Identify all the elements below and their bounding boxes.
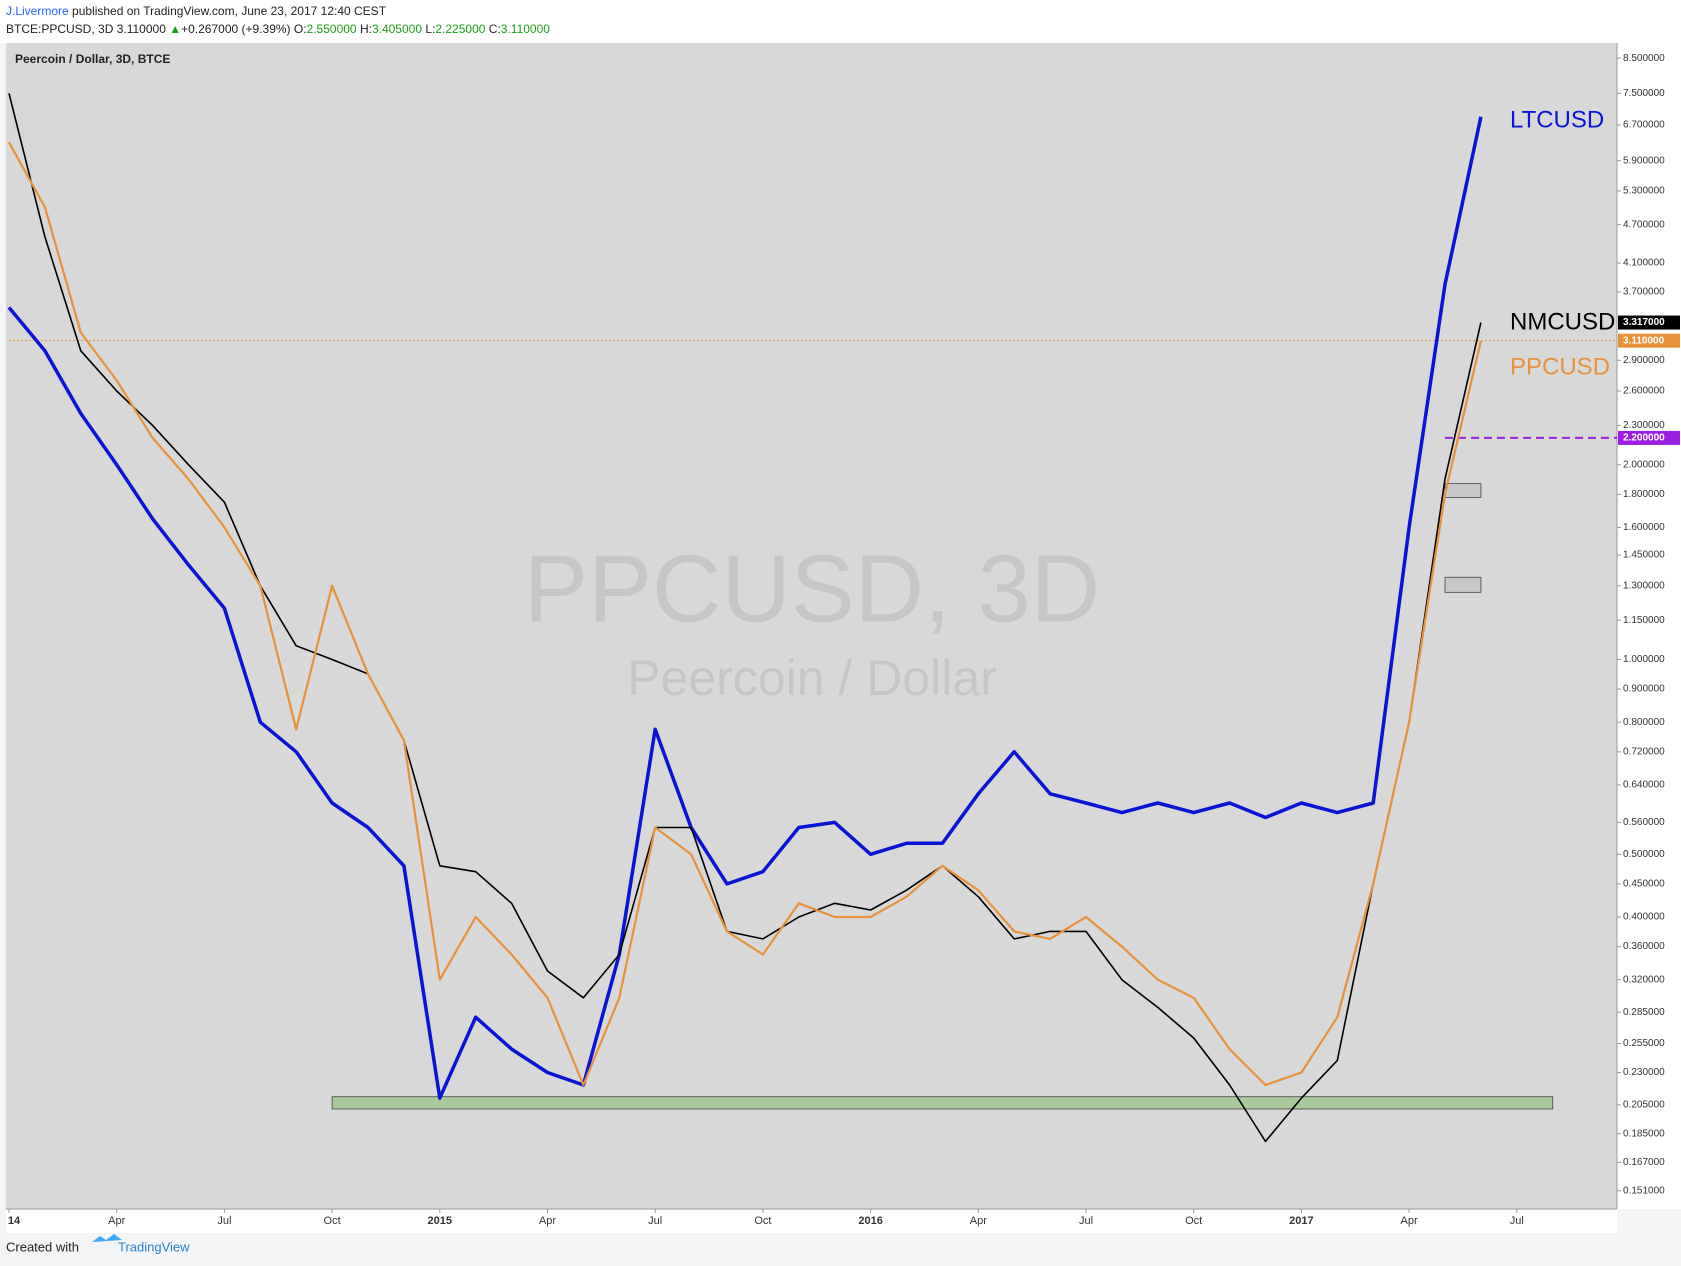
x-tick-label: Apr xyxy=(1401,1215,1418,1227)
y-tick-label: 2.900000 xyxy=(1623,355,1665,366)
o: 2.550000 xyxy=(307,22,357,36)
header-bg xyxy=(0,0,1681,43)
y-tick-label: 0.167000 xyxy=(1623,1157,1665,1168)
symbol: BTCE:PPCUSD, 3D xyxy=(6,22,114,36)
y-tick-label: 0.255000 xyxy=(1623,1038,1665,1049)
y-tick-label: 3.700000 xyxy=(1623,286,1665,297)
y-tick-label: 4.100000 xyxy=(1623,258,1665,269)
published: published on TradingView.com, June 23, 2… xyxy=(72,4,387,18)
y-tick-label: 0.285000 xyxy=(1623,1007,1665,1018)
y-tick-label: 0.230000 xyxy=(1623,1067,1665,1078)
y-tick-label: 0.205000 xyxy=(1623,1099,1665,1110)
x-tick-label: Oct xyxy=(1185,1215,1202,1227)
y-tick-label: 0.560000 xyxy=(1623,817,1665,828)
series-line xyxy=(8,93,1482,1143)
y-tick-label: 5.900000 xyxy=(1623,155,1665,166)
o-label: O: xyxy=(294,22,307,36)
y-tick-label: 0.800000 xyxy=(1623,717,1665,728)
watermark: PPCUSD, 3D xyxy=(524,535,1100,642)
y-tick-label: 5.300000 xyxy=(1623,186,1665,197)
change: +0.267000 (+9.39%) xyxy=(181,22,290,36)
price-tag-label: 3.110000 xyxy=(1623,335,1665,346)
y-tick-label: 0.640000 xyxy=(1623,780,1665,791)
y-tick-label: 1.000000 xyxy=(1623,654,1665,665)
l: 2.225000 xyxy=(435,22,485,36)
y-tick-label: 2.300000 xyxy=(1623,420,1665,431)
zone xyxy=(1444,483,1482,498)
x-tick-label: Apr xyxy=(108,1215,125,1227)
chart-title: Peercoin / Dollar, 3D, BTCE xyxy=(15,52,170,66)
watermark-subtitle: Peercoin / Dollar xyxy=(627,650,997,706)
y-tick-label: 0.400000 xyxy=(1623,912,1665,923)
series-line xyxy=(7,116,1483,1100)
x-tick-label: Jul xyxy=(648,1215,662,1227)
price-tag xyxy=(1618,315,1680,330)
header-line: J.Livermore published on TradingView.com… xyxy=(6,4,387,18)
brand-logo xyxy=(92,1234,122,1242)
y-tick-label: 0.450000 xyxy=(1623,879,1665,890)
y-tick-label: 2.000000 xyxy=(1623,459,1665,470)
c: 3.110000 xyxy=(501,22,550,36)
x-tick-label: Jul xyxy=(1079,1215,1093,1227)
y-tick-label: 6.700000 xyxy=(1623,120,1665,131)
x-tick-label: Apr xyxy=(970,1215,987,1227)
x-tick-label: 2016 xyxy=(858,1215,882,1227)
price-axis-bg xyxy=(1617,43,1681,1209)
zone xyxy=(1444,576,1482,593)
c-label: C: xyxy=(489,22,501,36)
h-label: H: xyxy=(360,22,372,36)
y-tick-label: 2.600000 xyxy=(1623,386,1665,397)
price-tag xyxy=(1618,333,1680,348)
y-tick-label: 0.151000 xyxy=(1623,1185,1665,1196)
y-tick-label: 0.320000 xyxy=(1623,974,1665,985)
x-tick-label: Jul xyxy=(217,1215,231,1227)
x-tick-label: 2017 xyxy=(1289,1215,1313,1227)
y-tick-label: 1.600000 xyxy=(1623,522,1665,533)
y-tick-label: 7.500000 xyxy=(1623,88,1665,99)
symbol-line: BTCE:PPCUSD, 3D 3.110000 ▲+0.267000 (+9.… xyxy=(6,22,550,36)
x-tick-label: Oct xyxy=(324,1215,341,1227)
h: 3.405000 xyxy=(372,22,422,36)
y-tick-label: 1.800000 xyxy=(1623,489,1665,500)
series-label: NMCUSD xyxy=(1510,308,1615,335)
series-label: LTCUSD xyxy=(1510,106,1604,133)
x-tick-label: Apr xyxy=(539,1215,556,1227)
y-tick-label: 0.720000 xyxy=(1623,746,1665,757)
price-tag-label: 3.317000 xyxy=(1623,317,1665,328)
l-label: L: xyxy=(425,22,435,36)
price-tag xyxy=(1618,430,1680,445)
y-tick-label: 0.185000 xyxy=(1623,1128,1665,1139)
plot-bg xyxy=(6,43,1617,1209)
zone xyxy=(331,1096,1554,1110)
series-line xyxy=(8,141,1482,1087)
footer-brand[interactable]: TradingView xyxy=(118,1239,190,1254)
y-tick-label: 0.360000 xyxy=(1623,941,1665,952)
y-tick-label: 1.450000 xyxy=(1623,550,1665,561)
footer-created: Created with xyxy=(6,1239,79,1254)
y-tick-label: 0.500000 xyxy=(1623,849,1665,860)
y-tick-label: 8.500000 xyxy=(1623,53,1665,64)
y-tick-label: 0.900000 xyxy=(1623,684,1665,695)
author[interactable]: J.Livermore xyxy=(6,4,69,18)
x-tick-label: Oct xyxy=(754,1215,771,1227)
series-label: PPCUSD xyxy=(1510,353,1610,380)
last: 3.110000 xyxy=(117,22,166,36)
time-axis-bg xyxy=(6,1209,1617,1233)
y-tick-label: 1.150000 xyxy=(1623,615,1665,626)
y-tick-label: 1.300000 xyxy=(1623,580,1665,591)
x-tick-label: 2015 xyxy=(428,1215,452,1227)
x-tick-label: 14 xyxy=(8,1215,21,1227)
price-tag-label: 2.200000 xyxy=(1623,433,1665,444)
arrow: ▲ xyxy=(169,22,181,36)
y-tick-label: 4.700000 xyxy=(1623,219,1665,230)
x-tick-label: Jul xyxy=(1510,1215,1524,1227)
